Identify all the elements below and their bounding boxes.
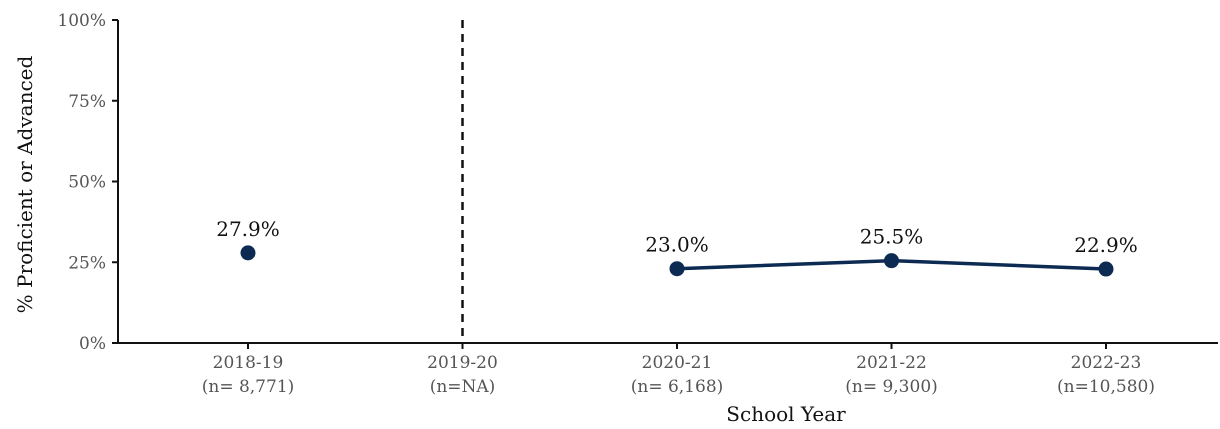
data-point	[240, 245, 256, 261]
y-tick-label: 25%	[68, 253, 106, 273]
x-tick-sublabel: (n= 6,168)	[631, 377, 724, 397]
data-point	[884, 253, 899, 269]
x-tick-label: 2022-23	[1071, 353, 1142, 373]
series-line-segment	[889, 258, 1108, 271]
x-tick-label: 2021-22	[856, 353, 927, 373]
series-group: 27.9% 23.0% 25.5% 22.9%	[216, 217, 1138, 277]
data-label: 27.9%	[216, 217, 280, 241]
y-tick-label: 0%	[79, 334, 106, 354]
x-tick-label: 2019-20	[427, 353, 498, 373]
y-axis-title: % Proficient or Advanced	[13, 55, 37, 313]
x-axis: 2018-19 (n= 8,771) 2019-20 (n=NA) 2020-21 (n=…	[118, 342, 1218, 397]
data-label: 22.9%	[1074, 233, 1138, 257]
data-point	[1098, 261, 1114, 277]
y-axis: 0% 25% 50% 75% 100%	[57, 11, 119, 354]
x-tick-sublabel: (n= 9,300)	[845, 377, 938, 397]
x-tick-sublabel: (n=NA)	[430, 377, 496, 397]
y-tick-label: 50%	[68, 173, 106, 193]
x-tick-label: 2020-21	[642, 353, 713, 373]
y-tick-label: 100%	[57, 11, 106, 31]
x-tick-sublabel: (n= 8,771)	[202, 377, 295, 397]
data-label: 25.5%	[860, 225, 924, 249]
x-axis-title: School Year	[726, 402, 846, 426]
y-tick-label: 75%	[68, 92, 106, 112]
data-point	[669, 261, 685, 277]
data-label: 23.0%	[645, 233, 709, 257]
series-line-segment	[675, 258, 894, 271]
x-tick-sublabel: (n=10,580)	[1057, 377, 1155, 397]
x-tick-label: 2018-19	[213, 353, 284, 373]
